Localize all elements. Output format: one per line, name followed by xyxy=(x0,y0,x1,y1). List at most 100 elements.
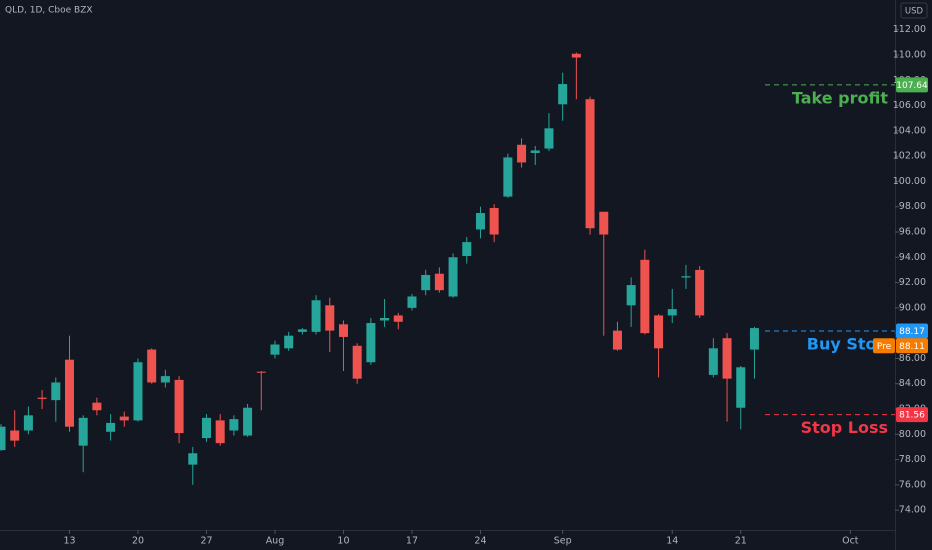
candle-body xyxy=(188,453,198,465)
x-tick-label: 14 xyxy=(666,536,678,547)
candle-body xyxy=(448,257,458,297)
candle-body xyxy=(64,359,74,427)
candle-body xyxy=(78,417,88,446)
candle-body xyxy=(475,213,485,230)
candle-body xyxy=(489,207,499,235)
candle-body xyxy=(338,324,348,337)
candle-body xyxy=(106,422,116,432)
candle-body xyxy=(530,150,540,153)
candle-body xyxy=(201,417,211,439)
candle-body xyxy=(10,430,20,441)
candle-body xyxy=(92,402,102,411)
level-badge xyxy=(896,323,928,339)
candle-body xyxy=(517,144,527,163)
candle-body xyxy=(352,345,362,379)
x-tick-label: Sep xyxy=(554,536,572,547)
candle-body xyxy=(503,157,513,197)
currency-box xyxy=(900,2,928,19)
candle-body xyxy=(297,329,307,332)
y-tick-label: 74.00 xyxy=(899,505,926,516)
candle-body xyxy=(736,367,746,408)
candle-body xyxy=(243,407,253,436)
y-tick-label: 100.00 xyxy=(893,176,926,187)
y-tick-label: 96.00 xyxy=(899,227,926,238)
candle-body xyxy=(612,330,622,350)
chart-title: QLD, 1D, Cboe BZX xyxy=(5,6,93,16)
level-label: Stop Loss xyxy=(801,418,888,437)
candle-body xyxy=(654,315,664,349)
candle-body xyxy=(51,382,61,401)
candle-body xyxy=(681,276,691,278)
premarket-tag-label: Pre xyxy=(877,342,892,352)
y-tick-label: 80.00 xyxy=(899,429,926,440)
candle-body xyxy=(462,242,472,257)
y-tick-label: 104.00 xyxy=(893,125,926,136)
candle-body xyxy=(380,317,390,321)
y-tick-label: 92.00 xyxy=(899,277,926,288)
candle-body xyxy=(407,296,417,308)
y-tick-label: 106.00 xyxy=(893,100,926,111)
y-tick-label: 90.00 xyxy=(899,302,926,313)
candle-body xyxy=(174,379,184,434)
candle-body xyxy=(133,362,143,421)
level-badge xyxy=(896,407,928,423)
x-tick-label: 20 xyxy=(132,536,144,547)
candle-body xyxy=(119,416,129,421)
candle-body xyxy=(393,315,403,322)
y-tick-label: 98.00 xyxy=(899,201,926,212)
y-tick-label: 102.00 xyxy=(893,151,926,162)
y-tick-label: 112.00 xyxy=(893,24,926,35)
level-label: Buy Stop xyxy=(807,334,888,353)
x-tick-label: Oct xyxy=(842,536,859,547)
level-label: Take profit xyxy=(792,88,888,107)
candle-body xyxy=(571,53,581,58)
candle-body xyxy=(256,371,266,373)
x-tick-label: 13 xyxy=(63,536,75,547)
premarket-tag xyxy=(873,338,895,354)
x-tick-label: 24 xyxy=(474,536,486,547)
x-tick-label: 27 xyxy=(200,536,212,547)
y-tick-label: 86.00 xyxy=(899,353,926,364)
candle-body xyxy=(667,309,677,316)
y-tick-label: 78.00 xyxy=(899,454,926,465)
candle-body xyxy=(544,128,554,149)
candle-body xyxy=(599,211,609,235)
candle-body xyxy=(708,348,718,375)
candle-body xyxy=(160,376,170,383)
candle-body xyxy=(325,305,335,331)
premarket-badge xyxy=(896,338,928,354)
candle-body xyxy=(695,269,705,316)
y-tick-label: 84.00 xyxy=(899,378,926,389)
candle-body xyxy=(366,323,376,363)
y-tick-label: 94.00 xyxy=(899,252,926,263)
currency: USD xyxy=(905,7,924,17)
candle-body xyxy=(37,397,47,399)
candle-body xyxy=(722,338,732,379)
x-tick-label: 10 xyxy=(337,536,349,547)
candle-body xyxy=(229,419,239,431)
candle-body xyxy=(640,259,650,334)
candle-body xyxy=(0,426,6,451)
candle-body xyxy=(421,274,431,291)
candle-body xyxy=(23,415,33,431)
level-badge-label: 88.17 xyxy=(899,327,925,337)
candle-body xyxy=(311,300,321,332)
y-tick-label: 76.00 xyxy=(899,479,926,490)
x-tick-label: 21 xyxy=(735,536,747,547)
level-badge xyxy=(896,77,928,93)
candle-body xyxy=(585,99,595,229)
candle-body xyxy=(626,285,636,306)
level-badge-label: 107.64 xyxy=(896,81,928,91)
premarket-badge-label: 88.11 xyxy=(899,342,925,352)
candle-body xyxy=(434,273,444,291)
level-badge-label: 81.56 xyxy=(899,411,925,421)
candle-body xyxy=(215,420,225,444)
candle-body xyxy=(749,328,759,350)
x-tick-label: 17 xyxy=(406,536,418,547)
candle-body xyxy=(270,344,280,355)
candle-body xyxy=(147,349,157,383)
y-tick-label: 110.00 xyxy=(893,49,926,60)
candle-body xyxy=(558,84,568,105)
